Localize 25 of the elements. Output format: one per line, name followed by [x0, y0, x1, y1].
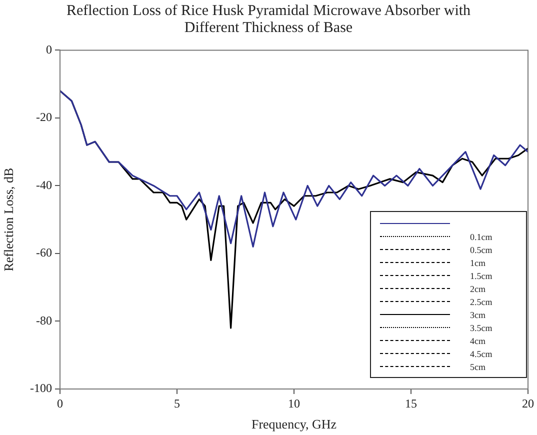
y-tick-label: -20 — [36, 110, 52, 124]
y-tick-label: -40 — [36, 178, 52, 192]
legend-label: 1cm — [470, 258, 486, 268]
legend-label: 4.5cm — [470, 348, 492, 358]
x-tick-label: 10 — [288, 396, 300, 410]
text: 3cm — [470, 310, 486, 320]
legend-label: 0.5cm — [470, 244, 492, 254]
x-tick-label: 5 — [174, 396, 180, 410]
y-tick-label: -80 — [36, 313, 52, 328]
x-tick-label: 15 — [405, 396, 417, 410]
x-axis-title: Frequency, GHz — [251, 416, 337, 432]
y-tick-label: 0 — [46, 42, 52, 56]
x-tick-label: 0 — [57, 396, 63, 410]
y-tick-label: -100 — [30, 381, 52, 396]
y-axis-title: Reflection Loss, dB — [1, 167, 16, 272]
legend-label: 5cm — [470, 362, 486, 372]
y-tick-label: -60 — [36, 246, 52, 260]
legend-label: 1.5cm — [470, 270, 492, 280]
chart-title: Reflection Loss of Rice Husk Pyramidal Microwave Absorber with Different Thickness of Base — [65, 3, 472, 38]
legend-label: 4cm — [470, 336, 486, 346]
legend-label: 3.5cm — [470, 322, 492, 332]
legend-label: 2.5cm — [470, 296, 492, 306]
legend-label: 2cm — [470, 284, 486, 294]
x-tick-label: 20 — [522, 396, 534, 410]
legend-label: 0.1cm — [470, 232, 492, 242]
